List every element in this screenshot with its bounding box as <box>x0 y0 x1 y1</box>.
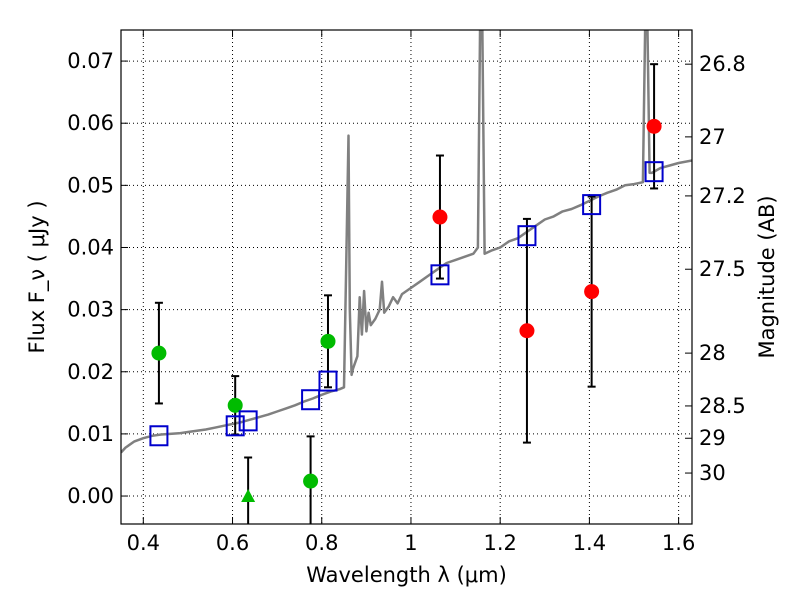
plot-frame <box>120 29 693 525</box>
right-tick-label: 27.5 <box>699 257 746 281</box>
green-data-point <box>320 333 336 349</box>
x-tick-label: 1.6 <box>662 531 695 555</box>
y-tick-label: 0.05 <box>67 173 114 197</box>
y-tick-label: 0.04 <box>67 235 114 259</box>
red-data-point <box>646 118 662 134</box>
y-tick-label: 0.02 <box>67 360 114 384</box>
y-tick-label: 0.01 <box>67 422 114 446</box>
green-data-point <box>227 397 243 413</box>
blue-square-point <box>225 415 245 437</box>
x-tick-label: 0.8 <box>305 531 338 555</box>
red-data-point <box>519 323 535 339</box>
right-tick-label: 29 <box>699 426 726 450</box>
y-axis-title: Flux F_ν ( μJy ) <box>25 200 50 353</box>
grid <box>121 30 692 524</box>
right-tick-label: 28.5 <box>699 394 746 418</box>
right-tick-label: 26.8 <box>699 52 746 76</box>
x-tick-label: 0.6 <box>216 531 249 555</box>
x-tick-label: 1 <box>404 531 417 555</box>
red-data-point <box>432 209 448 225</box>
x-tick-label: 1.4 <box>573 531 606 555</box>
blue-square-point <box>582 194 602 216</box>
right-tick-label: 27.2 <box>699 184 746 208</box>
y-tick-label: 0.07 <box>67 49 114 73</box>
y-tick-label: 0.00 <box>67 484 114 508</box>
blue-square-point <box>430 264 450 286</box>
axis-labels: Wavelength λ (μm) Flux F_ν ( μJy ) Magni… <box>25 195 779 587</box>
red-data-point <box>584 284 600 300</box>
blue-square-point <box>301 389 321 411</box>
blue-square-point <box>149 425 169 447</box>
y-tick-label: 0.03 <box>67 298 114 322</box>
green-data-point <box>151 345 167 361</box>
axes: 0.4 0.6 0.8 1 1.2 1.4 1.6 0.00 0.01 0.02 0.03 0.04 0… <box>67 29 746 555</box>
model-spectrum-line <box>121 30 692 454</box>
green-triangle-point <box>241 489 256 503</box>
x-tick-label: 1.2 <box>483 531 516 555</box>
right-tick-label: 28 <box>699 341 726 365</box>
blue-square-point <box>238 410 258 432</box>
x-tick-label: 0.4 <box>127 531 160 555</box>
blue-square-point <box>517 225 537 247</box>
x-axis-title: Wavelength λ (μm) <box>306 563 507 587</box>
right-tick-label: 30 <box>699 461 726 485</box>
blue-square-point <box>318 370 338 392</box>
model-spectrum <box>121 30 692 454</box>
right-axis-title: Magnitude (AB) <box>755 195 779 358</box>
y-tick-label: 0.06 <box>67 111 114 135</box>
right-tick-label: 27 <box>699 125 726 149</box>
data-markers <box>149 63 664 524</box>
blue-square-point <box>644 161 664 183</box>
green-data-point <box>303 473 319 489</box>
